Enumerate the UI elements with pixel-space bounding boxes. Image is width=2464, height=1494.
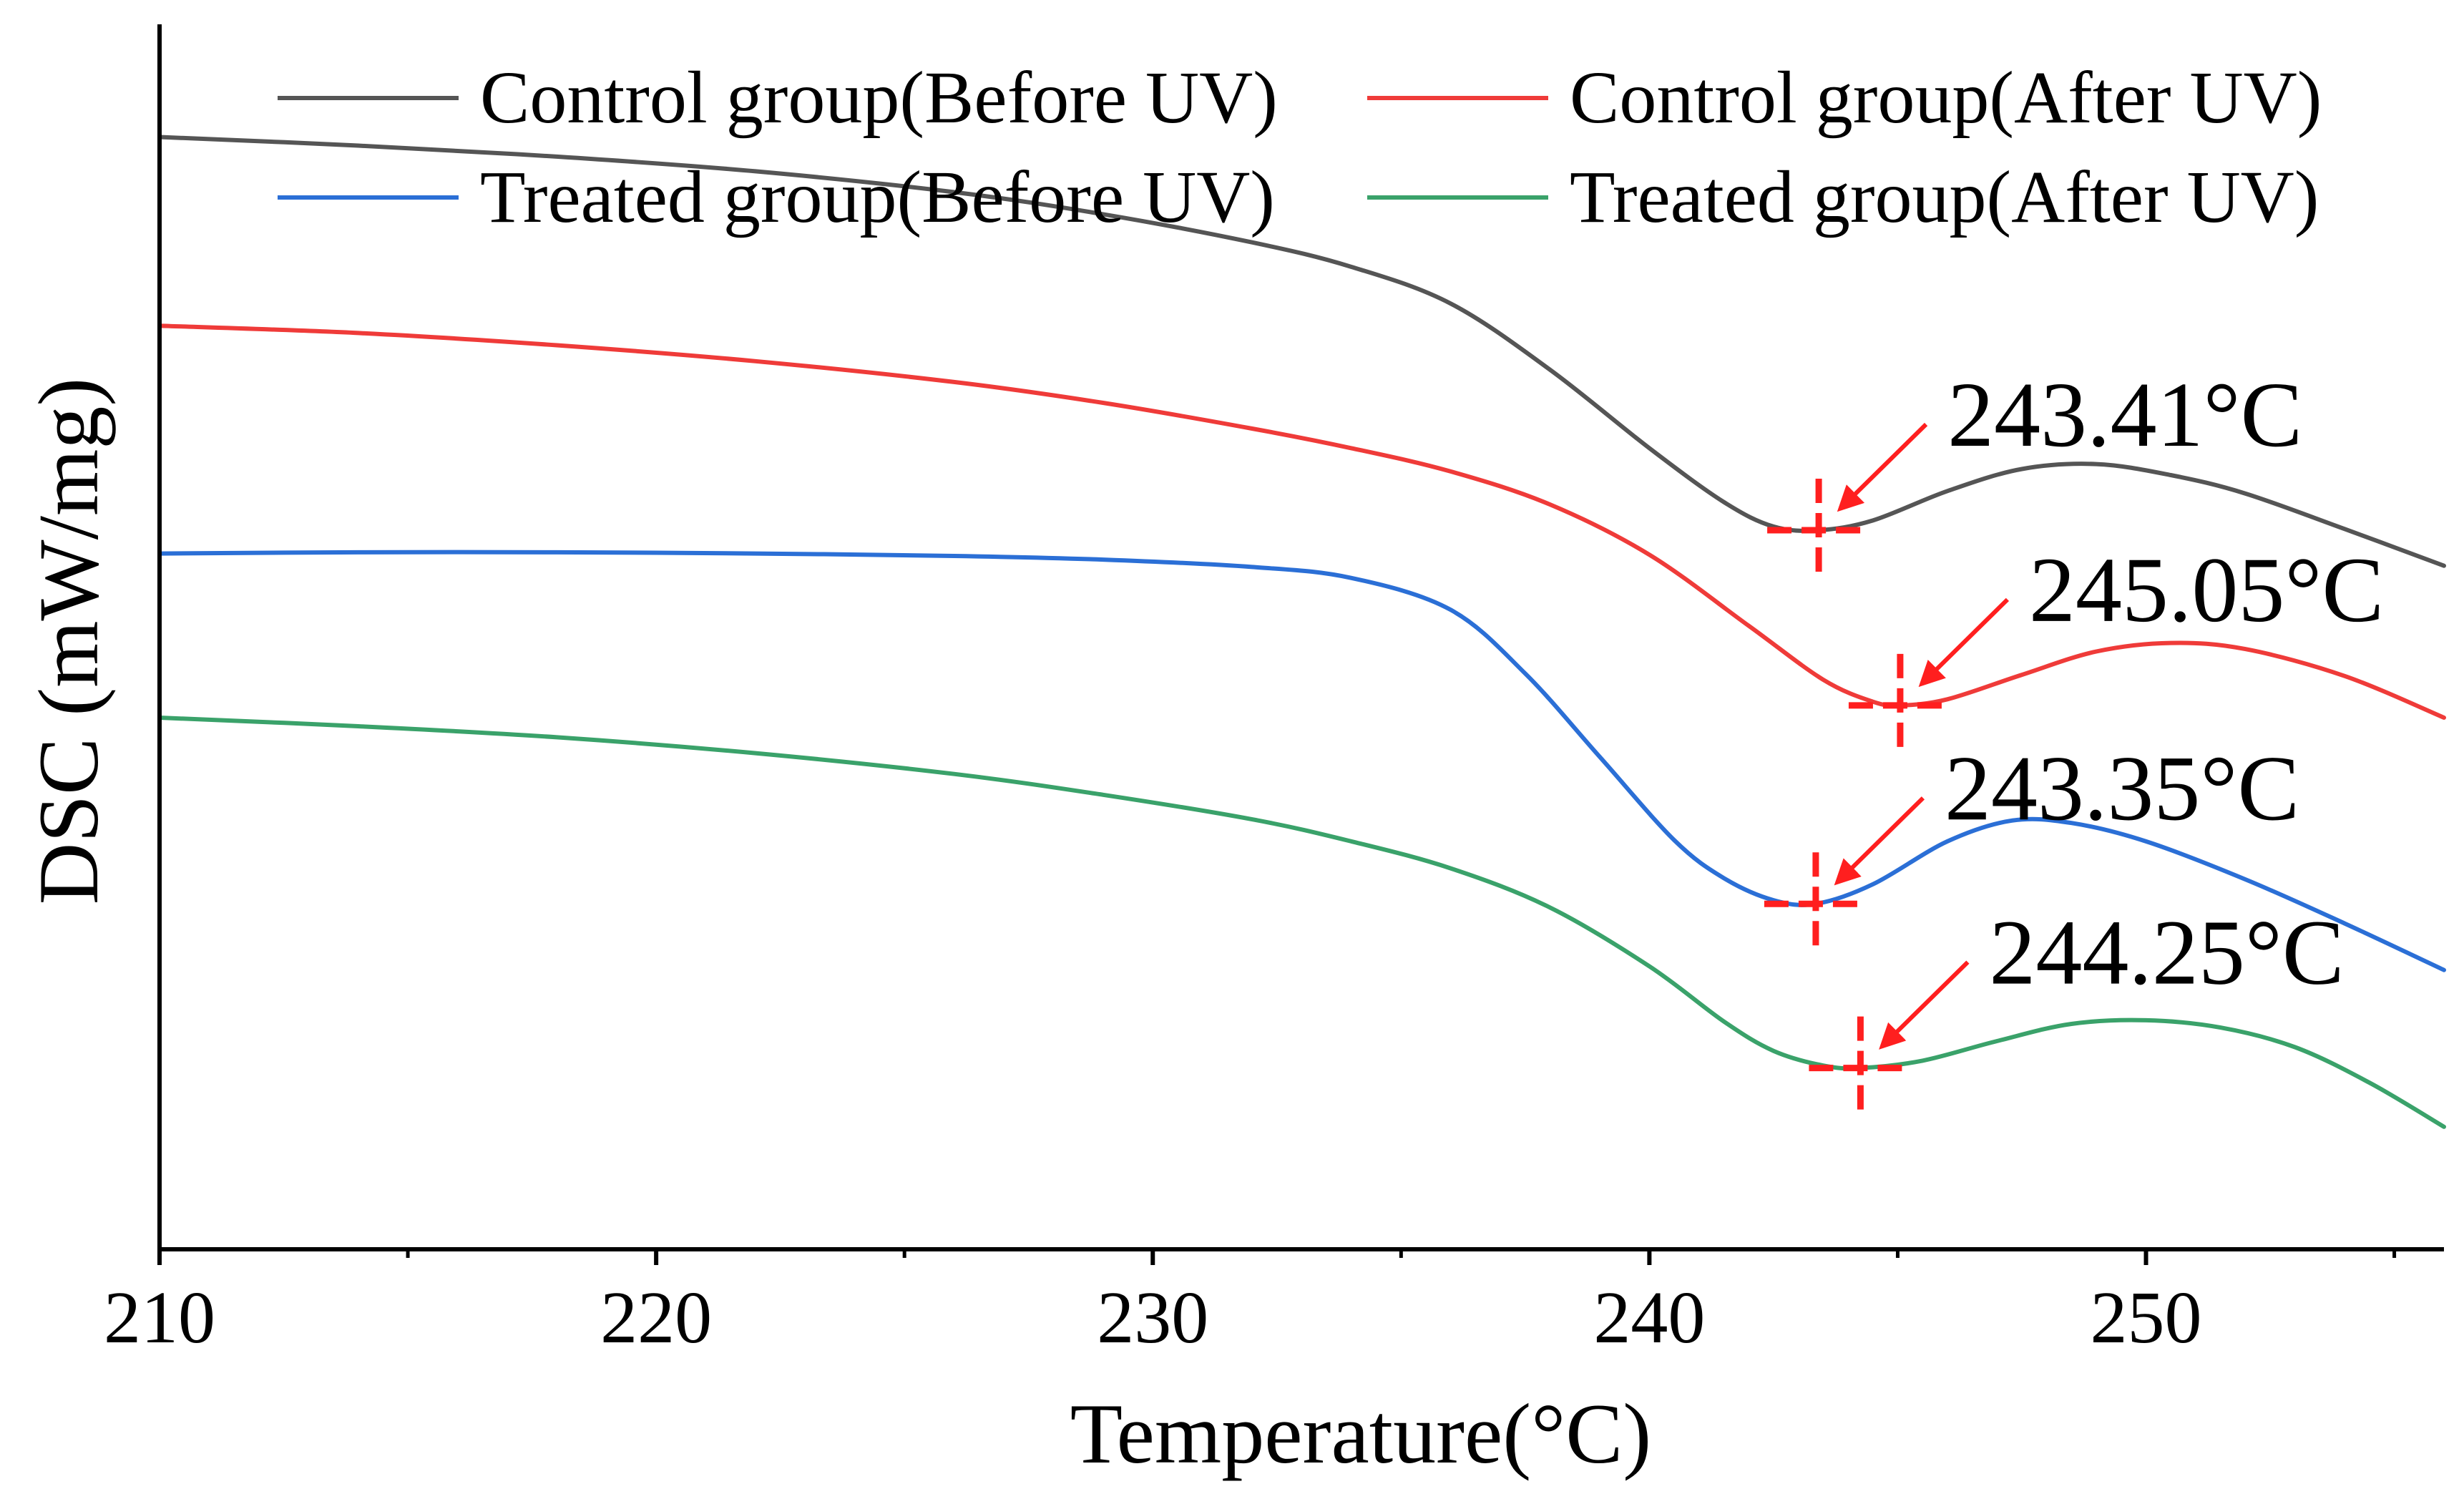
peak-arrow xyxy=(1837,422,1928,512)
peak-arrow xyxy=(1834,796,1925,886)
series-line-2 xyxy=(157,323,2446,720)
legend-label: Control group(After UV) xyxy=(1570,57,2322,139)
peak-label: 245.05°C xyxy=(2029,539,2384,642)
x-tick-label: 220 xyxy=(600,1276,712,1359)
legend-label: Treated group(Before UV) xyxy=(480,156,1275,238)
x-axis-ticks: 210 220 230 240 250 xyxy=(104,1249,2397,1359)
peak-label: 243.35°C xyxy=(1945,737,2299,840)
legend: Control group(Before UV) Control group(Af… xyxy=(278,57,2322,238)
x-tick-label: 210 xyxy=(104,1276,215,1359)
legend-item-1: Control group(Before UV) xyxy=(278,57,1278,139)
series-line-3 xyxy=(157,550,2446,972)
series-line-4 xyxy=(157,716,2446,1129)
x-tick-label: 230 xyxy=(1097,1276,1208,1359)
legend-label: Control group(Before UV) xyxy=(480,57,1278,139)
curves-layer xyxy=(157,135,2446,1129)
peak-label: 244.25°C xyxy=(1989,902,2344,1005)
peak-marker-3: 243.35°C xyxy=(1764,737,2299,956)
y-axis-title: DSC (mW/mg) xyxy=(21,378,116,905)
series-line-1 xyxy=(157,135,2446,568)
legend-label: Treated group(After UV) xyxy=(1570,156,2319,238)
peak-label: 243.41°C xyxy=(1947,363,2302,467)
peak-markers-layer: 243.41°C 245.05°C 243.35°C 244.25°C xyxy=(1764,363,2384,1120)
legend-item-2: Control group(After UV) xyxy=(1367,57,2322,139)
x-tick-label: 240 xyxy=(1593,1276,1705,1359)
x-axis-title: Temperature(°C) xyxy=(1070,1386,1652,1481)
x-tick-label: 250 xyxy=(2091,1276,2202,1359)
peak-marker-1: 243.41°C xyxy=(1767,363,2302,582)
peak-marker-2: 245.05°C xyxy=(1848,539,2384,757)
peak-marker-4: 244.25°C xyxy=(1809,902,2345,1120)
legend-item-4: Treated group(After UV) xyxy=(1367,156,2319,238)
peak-arrow xyxy=(1918,597,2010,688)
legend-item-3: Treated group(Before UV) xyxy=(278,156,1275,238)
peak-arrow xyxy=(1879,960,1970,1050)
